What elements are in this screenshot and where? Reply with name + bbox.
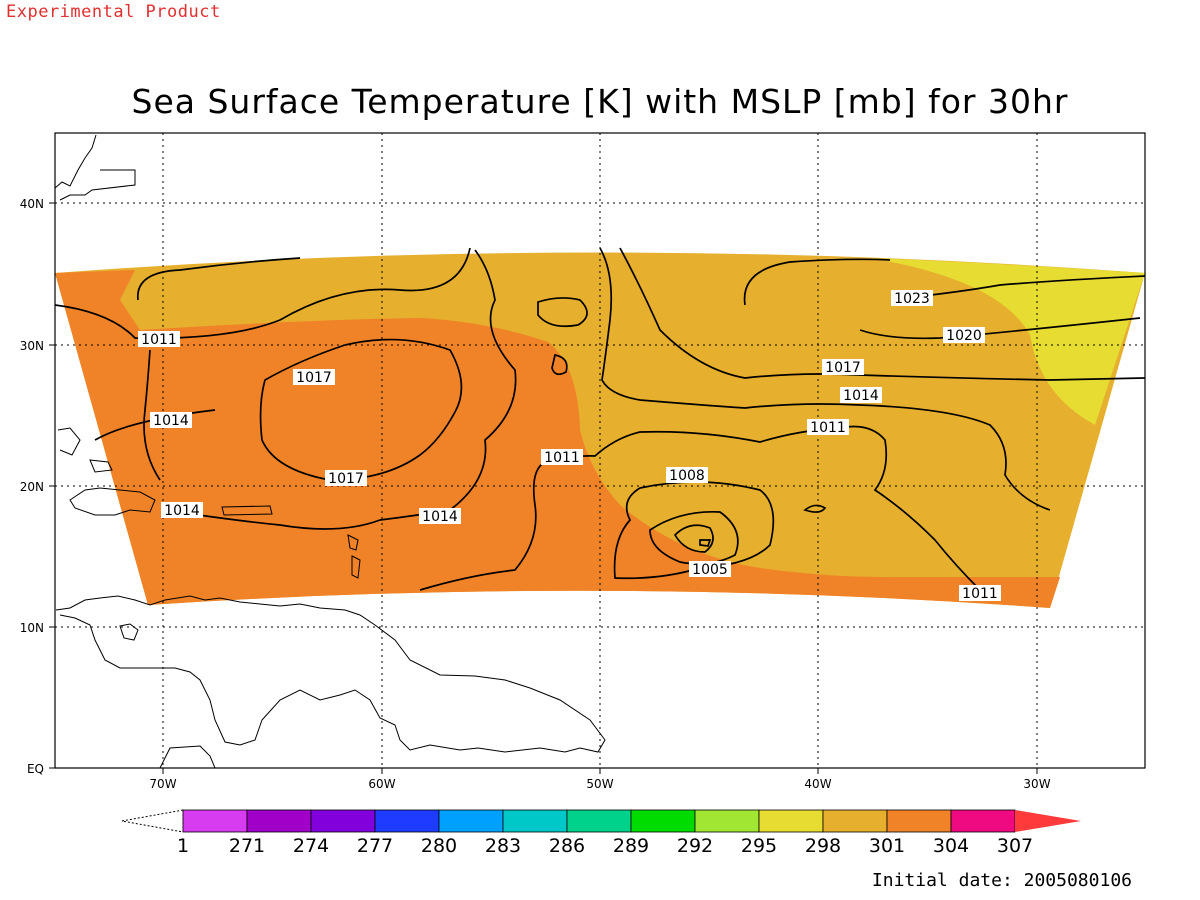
- contour-label-1: 1017: [293, 369, 335, 386]
- colorbar-max-arrow: [1015, 810, 1081, 832]
- lat-tick-eq: EQ: [27, 762, 44, 776]
- sst-field-orange: [55, 270, 1060, 608]
- lon-tick-70w: 70W: [149, 777, 176, 791]
- lon-tick-50w: 50W: [586, 777, 613, 791]
- contour-label-11: 1014: [840, 387, 882, 404]
- svg-text:1011: 1011: [810, 420, 846, 436]
- plot-title: Sea Surface Temperature [K] with MSLP [m…: [131, 82, 1069, 121]
- colorbar-label-2: 274: [293, 835, 329, 857]
- svg-text:1005: 1005: [692, 562, 728, 578]
- colorbar-min-arrow: [121, 809, 184, 833]
- contour-label-4: 1014: [161, 502, 203, 519]
- contour-label-2: 1014: [150, 412, 192, 429]
- contour-label-8: 1005: [689, 561, 731, 578]
- svg-text:1014: 1014: [153, 413, 189, 429]
- colorbar-cell-8: [694, 809, 760, 833]
- contour-label-14: 1011: [959, 585, 1001, 602]
- svg-text:1014: 1014: [843, 388, 879, 404]
- svg-text:1011: 1011: [962, 586, 998, 602]
- lon-tick-60w: 60W: [368, 777, 395, 791]
- colorbar-cell-6: [566, 809, 632, 833]
- colorbar-label-13: 307: [997, 835, 1033, 857]
- contour-label-13: 1020: [943, 327, 985, 344]
- colorbar-cell-7: [630, 809, 696, 833]
- colorbar-label-1: 271: [229, 835, 265, 857]
- experimental-product-label: Experimental Product: [6, 2, 221, 22]
- lat-tick-10n: 10N: [20, 621, 44, 635]
- lat-tick-20n: 20N: [20, 480, 44, 494]
- lon-tick-30w: 30W: [1023, 777, 1050, 791]
- svg-text:1023: 1023: [894, 291, 930, 307]
- colorbar-label-6: 286: [549, 835, 585, 857]
- svg-text:1017: 1017: [328, 471, 364, 487]
- colorbar-cell-10: [822, 809, 888, 833]
- contour-label-12: 1023: [891, 290, 933, 307]
- colorbar-label-7: 289: [613, 835, 649, 857]
- colorbar-label-9: 295: [741, 835, 777, 857]
- colorbar-cell-11: [886, 809, 952, 833]
- colorbar-cell-0: [182, 809, 248, 833]
- svg-text:1008: 1008: [669, 468, 705, 484]
- contour-label-5: 1011: [541, 449, 583, 466]
- isobars: [55, 247, 1145, 591]
- initial-date: Initial date: 2005080106: [871, 870, 1132, 891]
- svg-text:1017: 1017: [825, 360, 861, 376]
- svg-text:1020: 1020: [946, 328, 982, 344]
- colorbar-cell-4: [438, 809, 504, 833]
- contour-label-3: 1017: [325, 470, 367, 487]
- contour-label-0: 1011: [138, 331, 180, 348]
- colorbar-cell-1: [246, 809, 312, 833]
- sst-field-bright-yellow: [870, 258, 1145, 425]
- colorbar-cell-3: [374, 809, 440, 833]
- contour-label-7: 1008: [666, 467, 708, 484]
- svg-text:1011: 1011: [544, 450, 580, 466]
- contour-label-10: 1017: [822, 359, 864, 376]
- contour-labels: 1011 1017 1014 1017 1014 1011 1014 1008 …: [138, 290, 1001, 602]
- lat-tick-30n: 30N: [20, 339, 44, 353]
- colorbar-cell-2: [310, 809, 376, 833]
- svg-text:1011: 1011: [141, 332, 177, 348]
- svg-text:1014: 1014: [164, 503, 200, 519]
- colorbar-cell-12: [950, 809, 1016, 833]
- colorbar-label-12: 304: [933, 835, 969, 857]
- colorbar-cell-5: [502, 809, 568, 833]
- colorbar-label-4: 280: [421, 835, 457, 857]
- colorbar-label-0: 1: [177, 835, 189, 857]
- colorbar-label-11: 301: [869, 835, 905, 857]
- svg-text:1017: 1017: [296, 370, 332, 386]
- lat-tick-40n: 40N: [20, 197, 44, 211]
- contour-label-9: 1011: [807, 419, 849, 436]
- colorbar-label-8: 292: [677, 835, 713, 857]
- svg-text:1014: 1014: [422, 509, 458, 525]
- map-content: 1011 1017 1014 1017 1014 1011 1014 1008 …: [55, 133, 1145, 768]
- contour-label-6: 1014: [419, 508, 461, 525]
- colorbar-label-10: 298: [805, 835, 841, 857]
- lon-tick-40w: 40W: [804, 777, 831, 791]
- colorbar-label-3: 277: [357, 835, 393, 857]
- colorbar-label-5: 283: [485, 835, 521, 857]
- grid-lines: [55, 133, 1145, 768]
- colorbar-cell-9: [758, 809, 824, 833]
- colorbar: 1 271 274 277 280 283 286 289 292 295 298 301 304 307: [121, 809, 1081, 857]
- coastlines: [55, 134, 606, 768]
